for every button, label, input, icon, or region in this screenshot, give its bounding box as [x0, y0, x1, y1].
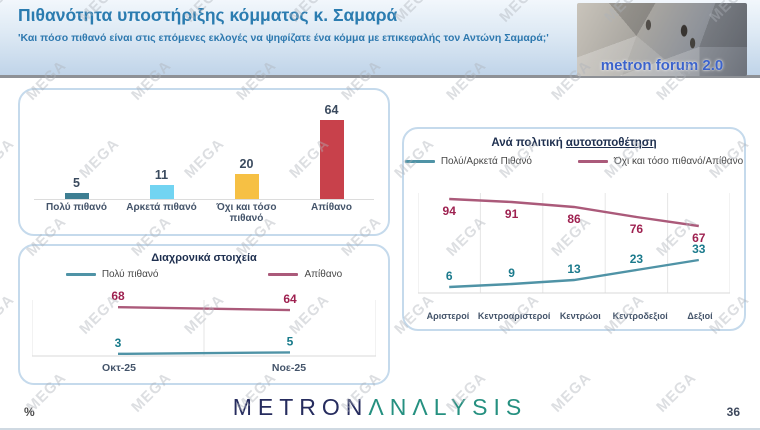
bar-column: 5: [34, 113, 119, 199]
trend-legend-item-likely: Πολύ πιθανό: [65, 269, 159, 280]
selfplacement-legend-label: Πολύ/Αρκετά Πιθανό: [440, 156, 532, 167]
crimson-line-swatch-icon: [268, 273, 299, 276]
trend-legend: Πολύ πιθανό Απίθανο: [20, 269, 388, 280]
selfplacement-chart-panel: Ανά πολιτική αυτοτοποθέτηση Πολύ/Αρκετά …: [402, 127, 746, 331]
trend-legend-item-unlikely: Απίθανο: [268, 269, 342, 280]
data-point-label: 6: [446, 269, 453, 283]
series-line: [449, 197, 699, 228]
page-number: 36: [726, 405, 740, 419]
page-title: Πιθανότητα υποστήριξης κόμματος κ. Σαμαρ…: [18, 5, 398, 25]
watermark-text: MEGA: [0, 291, 18, 338]
logo-metron: METRON: [232, 394, 369, 420]
trend-legend-label: Απίθανο: [304, 269, 343, 280]
bar-category-label: Πολύ πιθανό: [46, 202, 107, 213]
data-point-label: 5: [287, 334, 294, 348]
likelihood-bar-chart-panel: 5 11 20 64 Πολύ πιθανό Αρκετά πιθανό Όχι και …: [18, 88, 390, 236]
trend-chart-panel: Διαχρονικά στοιχεία Πολύ πιθανό Απίθανο …: [18, 244, 390, 385]
percent-note: %: [24, 405, 35, 419]
selfplacement-legend-item-likely: Πολύ/Αρκετά Πιθανό: [404, 156, 532, 167]
selfplacement-x-label: Κεντρώοι: [559, 311, 601, 321]
trend-line-chart: 3 5 68 64: [32, 289, 376, 357]
selfplacement-legend: Πολύ/Αρκετά Πιθανό Όχι και τόσο πιθανό/Α…: [404, 156, 744, 167]
selfplacement-x-label: Αριστεροί: [426, 311, 470, 321]
selfplacement-chart-title: Ανά πολιτική αυτοτοποθέτηση: [404, 137, 744, 149]
logo-analysis: ΛNΛLYSIS: [368, 394, 528, 420]
data-point-label: 64: [283, 292, 297, 306]
bar-category-label: Απίθανο: [311, 202, 352, 213]
data-point-label: 33: [692, 242, 706, 256]
header: Πιθανότητα υποστήριξης κόμματος κ. Σαμαρ…: [0, 0, 760, 78]
bar-value-label: 64: [324, 103, 339, 117]
data-point-label: 13: [567, 262, 581, 276]
bar: [234, 174, 259, 199]
bar-category-label: Όχι και τόσο πιθανό: [216, 202, 277, 224]
data-point-label: 3: [115, 336, 122, 350]
data-point-label: 86: [567, 212, 581, 226]
title-underlined: αυτοτοποθέτηση: [565, 137, 657, 149]
data-point-label: 91: [505, 207, 519, 221]
bar-category-label: Αρκετά πιθανό: [126, 202, 197, 213]
trend-x-axis: Οκτ-25 Νοε-25: [34, 362, 374, 376]
selfplacement-x-label: Δεξιοί: [687, 311, 713, 321]
trend-x-label: Οκτ-25: [102, 362, 136, 374]
trend-legend-label: Πολύ πιθανό: [101, 269, 159, 280]
bar-category-axis: Πολύ πιθανό Αρκετά πιθανό Όχι και τόσο πιθ…: [34, 202, 374, 224]
bar: [64, 193, 89, 199]
bar: [319, 120, 344, 199]
metron-forum-logo: metron forum 2.0: [577, 3, 747, 76]
bar-value-label: 20: [239, 157, 254, 171]
trend-x-label: Νοε-25: [271, 362, 307, 374]
data-point-label: 76: [630, 222, 644, 236]
teal-line-swatch-icon: [404, 160, 435, 163]
bar-value-label: 5: [73, 176, 80, 190]
title-prefix: Ανά πολιτική: [491, 137, 566, 149]
selfplacement-x-label: Κεντροαριστεροί: [477, 311, 551, 321]
selfplacement-line-chart: 6 9 13 23 33 94 91 86 76 67: [418, 193, 730, 294]
bar-value-label: 11: [154, 168, 169, 182]
series-line: [117, 305, 291, 312]
series-line: [449, 258, 699, 289]
survey-question: 'Και πόσο πιθανό είναι στις επόμενες εκλ…: [18, 32, 549, 44]
data-point-label: 23: [630, 252, 644, 266]
bar-column: 11: [119, 113, 204, 199]
watermark-text: MEGA: [0, 135, 18, 182]
selfplacement-legend-item-unlikely: Όχι και τόσο πιθανό/Απίθανο: [577, 156, 744, 167]
crimson-line-swatch-icon: [577, 160, 608, 163]
series-line: [117, 351, 291, 356]
metron-analysis-logo: METRONΛNΛLYSIS: [0, 394, 760, 421]
bar-column: 64: [289, 103, 374, 199]
selfplacement-legend-label: Όχι και τόσο πιθανό/Απίθανο: [613, 156, 744, 167]
bar-column: 20: [204, 113, 289, 199]
bar: [149, 185, 174, 199]
bar-plot-area: 5 11 20 64: [34, 103, 374, 200]
selfplacement-x-label: Κεντροδεξιοί: [612, 311, 668, 321]
teal-line-swatch-icon: [65, 273, 96, 276]
data-point-label: 94: [443, 204, 457, 218]
data-point-label: 67: [692, 231, 706, 245]
data-point-label: 68: [111, 289, 125, 303]
trend-chart-title: Διαχρονικά στοιχεία: [151, 252, 257, 264]
metron-forum-logo-text: metron forum 2.0: [600, 57, 724, 74]
data-point-label: 9: [508, 266, 515, 280]
selfplacement-x-axis: Αριστεροί Κεντροαριστεροί Κεντρώοι Κεντροδε…: [418, 311, 730, 321]
